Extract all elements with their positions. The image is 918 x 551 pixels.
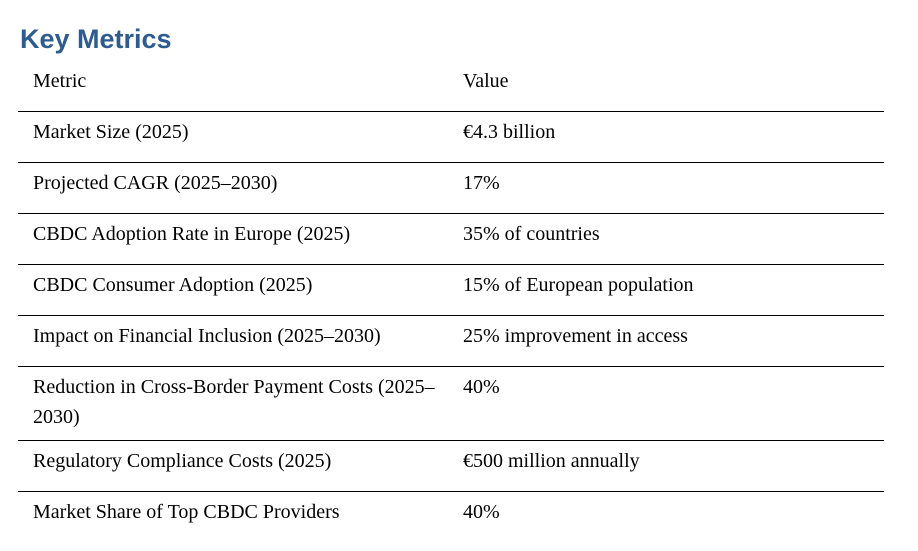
metric-cell: Reduction in Cross-Border Payment Costs … [33,375,435,428]
metric-cell: CBDC Consumer Adoption (2025) [33,273,313,296]
table-row: CBDC Adoption Rate in Europe (2025) 35% … [18,213,884,264]
table-row: CBDC Consumer Adoption (2025) 15% of Eur… [18,264,884,315]
key-metrics-table: Metric Value Market Size (2025) €4.3 bil… [18,58,884,551]
metric-cell: Regulatory Compliance Costs (2025) [33,449,332,472]
value-cell: 40% [463,375,500,398]
value-cell: 17% [463,171,500,194]
metric-cell: CBDC Adoption Rate in Europe (2025) [33,222,351,245]
value-cell: 25% improvement in access [463,324,688,347]
table-row: Impact on Financial Inclusion (2025–2030… [18,315,884,366]
value-cell: 35% of countries [463,222,600,245]
column-header-metric: Metric [33,70,87,92]
table-row: Market Size (2025) €4.3 billion [18,111,884,162]
value-cell: €500 million annually [463,449,640,472]
table-row: Market Share of Top CBDC Providers 40% [18,491,884,551]
metric-cell: Market Size (2025) [33,120,189,143]
table-row: Projected CAGR (2025–2030) 17% [18,162,884,213]
table-header-row: Metric Value [18,58,884,111]
table-row: Regulatory Compliance Costs (2025) €500 … [18,440,884,491]
column-header-value: Value [463,70,509,92]
page-title: Key Metrics [20,24,172,54]
metric-cell: Impact on Financial Inclusion (2025–2030… [33,324,381,347]
value-cell: 40% [463,500,500,523]
metric-cell: Market Share of Top CBDC Providers [33,500,340,523]
value-cell: 15% of European population [463,273,694,296]
table-row: Reduction in Cross-Border Payment Costs … [18,366,884,440]
value-cell: €4.3 billion [463,120,556,143]
metric-cell: Projected CAGR (2025–2030) [33,171,278,194]
